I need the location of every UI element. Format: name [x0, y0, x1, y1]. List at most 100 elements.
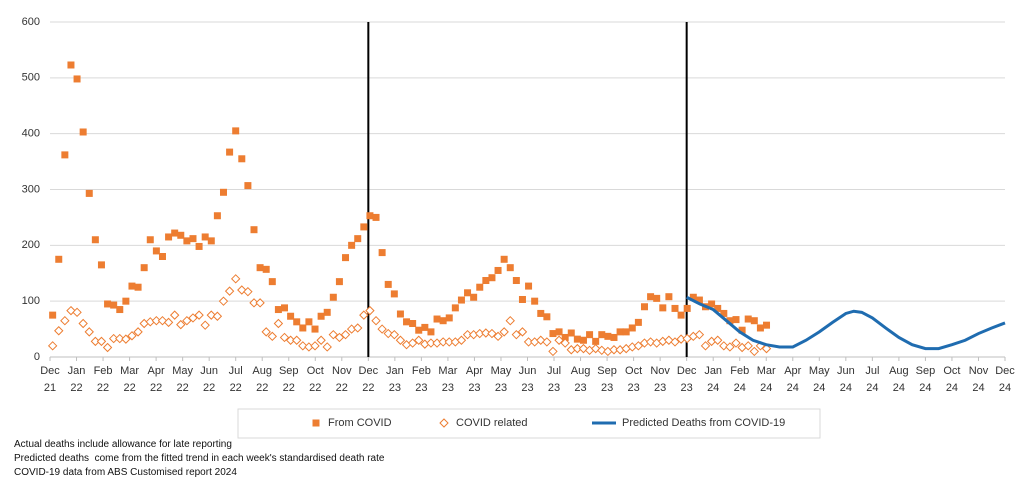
x-tick-label: Jun 22: [200, 365, 219, 394]
data-point: [518, 295, 526, 303]
data-point: [230, 274, 241, 284]
x-tick-label: Dec 24: [995, 365, 1015, 394]
data-point: [377, 324, 387, 334]
data-point: [226, 148, 234, 156]
data-point: [189, 235, 197, 243]
data-point: [415, 326, 423, 334]
data-point: [494, 266, 502, 274]
x-tick-label: Jan 22: [67, 365, 86, 394]
data-point: [500, 255, 508, 263]
data-point: [506, 264, 514, 272]
data-point: [744, 315, 752, 323]
data-point: [525, 282, 533, 290]
data-point: [354, 235, 362, 243]
x-tick-label: Dec 21: [40, 365, 60, 394]
x-tick-label: May 24: [808, 365, 830, 394]
data-point: [340, 329, 351, 340]
footnote: Predicted deaths come from the fitted tr…: [14, 453, 385, 464]
data-point: [427, 328, 435, 336]
data-point: [134, 283, 142, 291]
data-point: [322, 342, 332, 352]
data-point: [128, 282, 136, 290]
data-point: [243, 286, 253, 297]
data-point: [598, 331, 606, 339]
data-point: [512, 277, 520, 285]
data-point: [262, 265, 270, 273]
data-point: [536, 335, 546, 345]
data-point: [268, 278, 276, 286]
data-point: [396, 310, 404, 318]
data-point: [634, 318, 642, 326]
x-tick-label: Feb 23: [411, 365, 431, 394]
data-point: [108, 333, 119, 344]
data-point: [572, 343, 583, 354]
data-point: [348, 241, 356, 249]
data-point: [371, 316, 381, 326]
x-tick-label: Aug 22: [252, 365, 272, 394]
x-tick-label: May 22: [172, 365, 194, 394]
data-point: [750, 317, 758, 325]
data-point: [121, 334, 131, 344]
data-point: [665, 293, 673, 301]
x-tick-label: Nov 24: [968, 365, 989, 394]
data-point: [433, 315, 441, 323]
data-point: [61, 151, 69, 159]
x-tick-label: Aug 24: [889, 365, 909, 394]
data-point: [421, 323, 429, 331]
data-point: [158, 253, 166, 260]
data-point: [110, 301, 118, 309]
data-point: [311, 325, 319, 333]
legend-label: From COVID: [328, 417, 392, 429]
x-tick-label: Dec 22: [358, 365, 379, 394]
x-tick-label: Jul 22: [228, 365, 243, 394]
data-point: [299, 324, 307, 332]
x-tick-label: Nov 23: [650, 365, 670, 394]
data-point: [281, 304, 289, 312]
data-point: [146, 236, 154, 244]
data-point: [659, 304, 667, 312]
data-point: [195, 242, 203, 250]
data-point: [653, 294, 661, 302]
data-point: [274, 306, 282, 314]
data-point: [579, 336, 587, 344]
data-point: [298, 341, 308, 351]
data-point: [90, 336, 101, 347]
data-point: [670, 337, 680, 347]
x-tick-label: Mar 23: [438, 365, 458, 394]
data-point: [523, 337, 534, 347]
data-point: [372, 213, 380, 221]
data-point: [232, 127, 240, 135]
x-tick-label: Apr 24: [784, 365, 802, 394]
x-tick-label: Oct 24: [943, 365, 961, 394]
data-point: [493, 331, 503, 342]
x-tick-label: Sep 23: [597, 365, 617, 394]
x-tick-label: Sep 22: [278, 365, 299, 394]
data-point: [482, 277, 490, 285]
data-point: [329, 293, 337, 301]
x-tick-label: Oct 22: [306, 365, 324, 394]
data-point: [622, 328, 630, 336]
data-point: [640, 303, 648, 311]
series-line: [685, 295, 1006, 351]
data-point: [366, 212, 374, 220]
data-point: [542, 337, 552, 347]
data-point: [683, 304, 691, 312]
data-point: [359, 310, 369, 320]
data-point: [316, 335, 326, 345]
legend-label: Predicted Deaths from COVID-19: [622, 417, 785, 429]
data-point: [122, 297, 130, 305]
data-point: [438, 337, 448, 347]
x-tick-label: May 23: [490, 365, 512, 394]
data-point: [609, 345, 619, 355]
data-point: [255, 298, 265, 308]
data-point: [561, 333, 569, 341]
data-point: [85, 189, 93, 197]
x-tick-label: Apr 23: [465, 365, 483, 394]
data-point: [188, 313, 198, 323]
data-point: [213, 212, 221, 220]
data-point: [116, 306, 124, 314]
data-point: [610, 333, 618, 341]
data-point: [267, 331, 278, 342]
data-point: [383, 328, 393, 339]
x-tick-label: Apr 22: [147, 365, 165, 394]
